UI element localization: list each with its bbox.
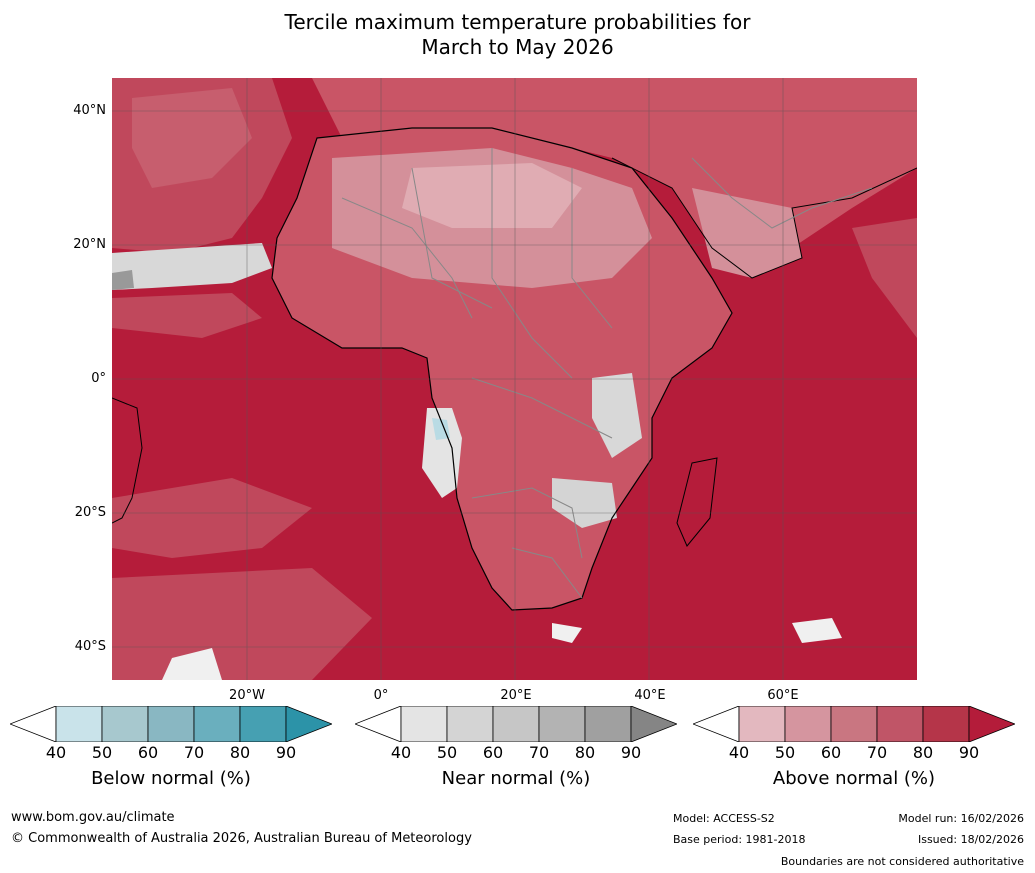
colorbar-right-extension bbox=[285, 706, 332, 742]
colorbar-tick-label: 60 bbox=[820, 743, 842, 762]
colorbar-segment bbox=[492, 706, 540, 742]
colorbar-tick-label: 70 bbox=[183, 743, 205, 762]
near-normal-south-patch-3 bbox=[552, 623, 582, 643]
colorbar-segment bbox=[446, 706, 494, 742]
colorbar-segment bbox=[538, 706, 586, 742]
near-normal-dark-patch bbox=[112, 270, 134, 290]
near-normal-angola-coast bbox=[422, 408, 462, 498]
near-normal-south-patch-2 bbox=[792, 618, 842, 643]
colorbar-near-normal bbox=[355, 706, 677, 742]
colorbar-left-extension bbox=[355, 706, 402, 742]
footer-website: www.bom.gov.au/climate bbox=[11, 810, 175, 825]
colorbar-segment bbox=[738, 706, 786, 742]
colorbar-right-extension bbox=[630, 706, 677, 742]
footer-model-run: Model run: 16/02/2026 bbox=[898, 812, 1024, 825]
colorbar-tick-label: 80 bbox=[912, 743, 934, 762]
near-normal-south-patch-1 bbox=[162, 648, 222, 680]
colorbar-segment bbox=[784, 706, 832, 742]
map-gridlines bbox=[112, 78, 917, 680]
near-normal-zimbabwe bbox=[552, 478, 617, 528]
lat-label-40n: 40°N bbox=[73, 103, 106, 118]
lat-label-40s: 40°S bbox=[74, 639, 106, 654]
colorbar-tick-label: 50 bbox=[436, 743, 458, 762]
colorbar-segment bbox=[147, 706, 195, 742]
chart-title-line2: March to May 2026 bbox=[421, 35, 614, 59]
colorbar-tick-label: 90 bbox=[958, 743, 980, 762]
map-svg bbox=[112, 78, 917, 680]
atlantic-band-inner bbox=[132, 88, 252, 188]
southern-ocean-band bbox=[112, 568, 372, 680]
colorbar-segment bbox=[400, 706, 448, 742]
asia-coastline bbox=[611, 157, 917, 279]
colorbar-right-extension bbox=[968, 706, 1015, 742]
colorbar-tick-label: 40 bbox=[728, 743, 750, 762]
below-normal-patch bbox=[432, 418, 450, 440]
lat-label-20n: 20°N bbox=[73, 237, 106, 252]
colorbar-above-label: Above normal (%) bbox=[772, 768, 936, 789]
colorbar-tick-label: 70 bbox=[866, 743, 888, 762]
colorbar-segment bbox=[239, 706, 287, 742]
colorbar-below-normal bbox=[10, 706, 332, 742]
india-land bbox=[852, 218, 917, 338]
footer-copyright: © Commonwealth of Australia 2026, Austra… bbox=[11, 831, 472, 846]
probability-map bbox=[112, 78, 917, 680]
colorbar-segment bbox=[830, 706, 878, 742]
tropical-atlantic-band bbox=[112, 293, 262, 338]
colorbar-tick-label: 80 bbox=[574, 743, 596, 762]
near-normal-band-atlantic bbox=[112, 243, 272, 290]
lon-label-60e: 60°E bbox=[767, 688, 799, 703]
chart-title-line1: Tercile maximum temperature probabilitie… bbox=[284, 10, 751, 34]
colorbar-tick-label: 90 bbox=[620, 743, 642, 762]
footer-model: Model: ACCESS-S2 bbox=[673, 812, 775, 825]
south-atlantic-band bbox=[112, 478, 312, 558]
footer-base-period: Base period: 1981-2018 bbox=[673, 833, 806, 846]
colorbar-segment bbox=[55, 706, 103, 742]
arabia-land bbox=[692, 188, 802, 278]
lon-label-0: 0° bbox=[373, 688, 389, 703]
colorbar-segment bbox=[876, 706, 924, 742]
colorbar-tick-label: 60 bbox=[137, 743, 159, 762]
colorbar-segment bbox=[922, 706, 970, 742]
colorbar-left-extension bbox=[10, 706, 57, 742]
colorbar-segment bbox=[193, 706, 241, 742]
near-normal-east-africa bbox=[592, 373, 642, 458]
colorbar-tick-label: 50 bbox=[91, 743, 113, 762]
colorbar-tick-label: 50 bbox=[774, 743, 796, 762]
colorbar-segment bbox=[101, 706, 149, 742]
colorbar-above-normal bbox=[693, 706, 1015, 742]
colorbar-tick-label: 40 bbox=[390, 743, 412, 762]
colorbar-tick-label: 80 bbox=[229, 743, 251, 762]
colorbar-below-label: Below normal (%) bbox=[91, 768, 251, 789]
lon-label-20w: 20°W bbox=[229, 688, 265, 703]
lon-label-20e: 20°E bbox=[500, 688, 532, 703]
footer-disclaimer: Boundaries are not considered authoritat… bbox=[780, 855, 1024, 868]
south-america-coastline bbox=[112, 397, 143, 524]
colorbar-tick-label: 70 bbox=[528, 743, 550, 762]
colorbar-near-label: Near normal (%) bbox=[441, 768, 591, 789]
colorbar-tick-label: 60 bbox=[482, 743, 504, 762]
lon-label-40e: 40°E bbox=[634, 688, 666, 703]
country-borders bbox=[341, 148, 873, 599]
colorbar-tick-label: 90 bbox=[275, 743, 297, 762]
lat-label-0: 0° bbox=[91, 371, 106, 386]
colorbar-tick-label: 40 bbox=[45, 743, 67, 762]
colorbar-left-extension bbox=[693, 706, 740, 742]
colorbar-segment bbox=[584, 706, 632, 742]
footer-issued: Issued: 18/02/2026 bbox=[917, 833, 1024, 846]
lat-label-20s: 20°S bbox=[74, 505, 106, 520]
